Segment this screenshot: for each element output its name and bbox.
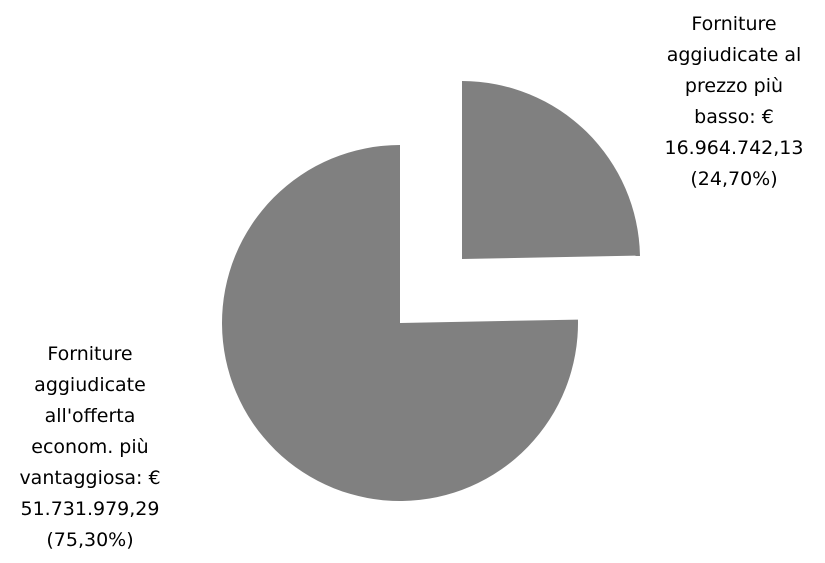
pie-slice-label-0-line-3: basso: € [694,106,774,128]
pie-slice-0 [462,81,640,259]
pie-slice-label-0-line-5: (24,70%) [690,168,777,190]
pie-slice-label-0-line-2: prezzo più [685,75,783,97]
pie-slice-label-1-line-6: (75,30%) [46,529,133,551]
pie-slice-label-1-line-3: econom. più [31,436,148,458]
pie-slice-label-1: Forniture aggiudicate all'offerta econom. p… [19,343,160,551]
pie-slice-1 [222,145,579,501]
pie-slice-label-0-line-4: 16.964.742,13 [664,137,803,159]
pie-slice-label-1-line-1: aggiudicate [34,374,146,396]
pie-slice-label-0-line-1: aggiudicate al [667,44,802,66]
pie-slice-label-0: Forniture aggiudicate al prezzo più basso: … [664,13,803,190]
pie-slice-label-1-line-2: all'offerta [45,405,136,427]
pie-slice-label-1-line-5: 51.731.979,29 [20,498,159,520]
pie-slice-label-1-line-0: Forniture [47,343,132,365]
pie-slice-label-0-line-0: Forniture [691,13,776,35]
pie-slice-label-1-line-4: vantaggiosa: € [19,467,160,489]
